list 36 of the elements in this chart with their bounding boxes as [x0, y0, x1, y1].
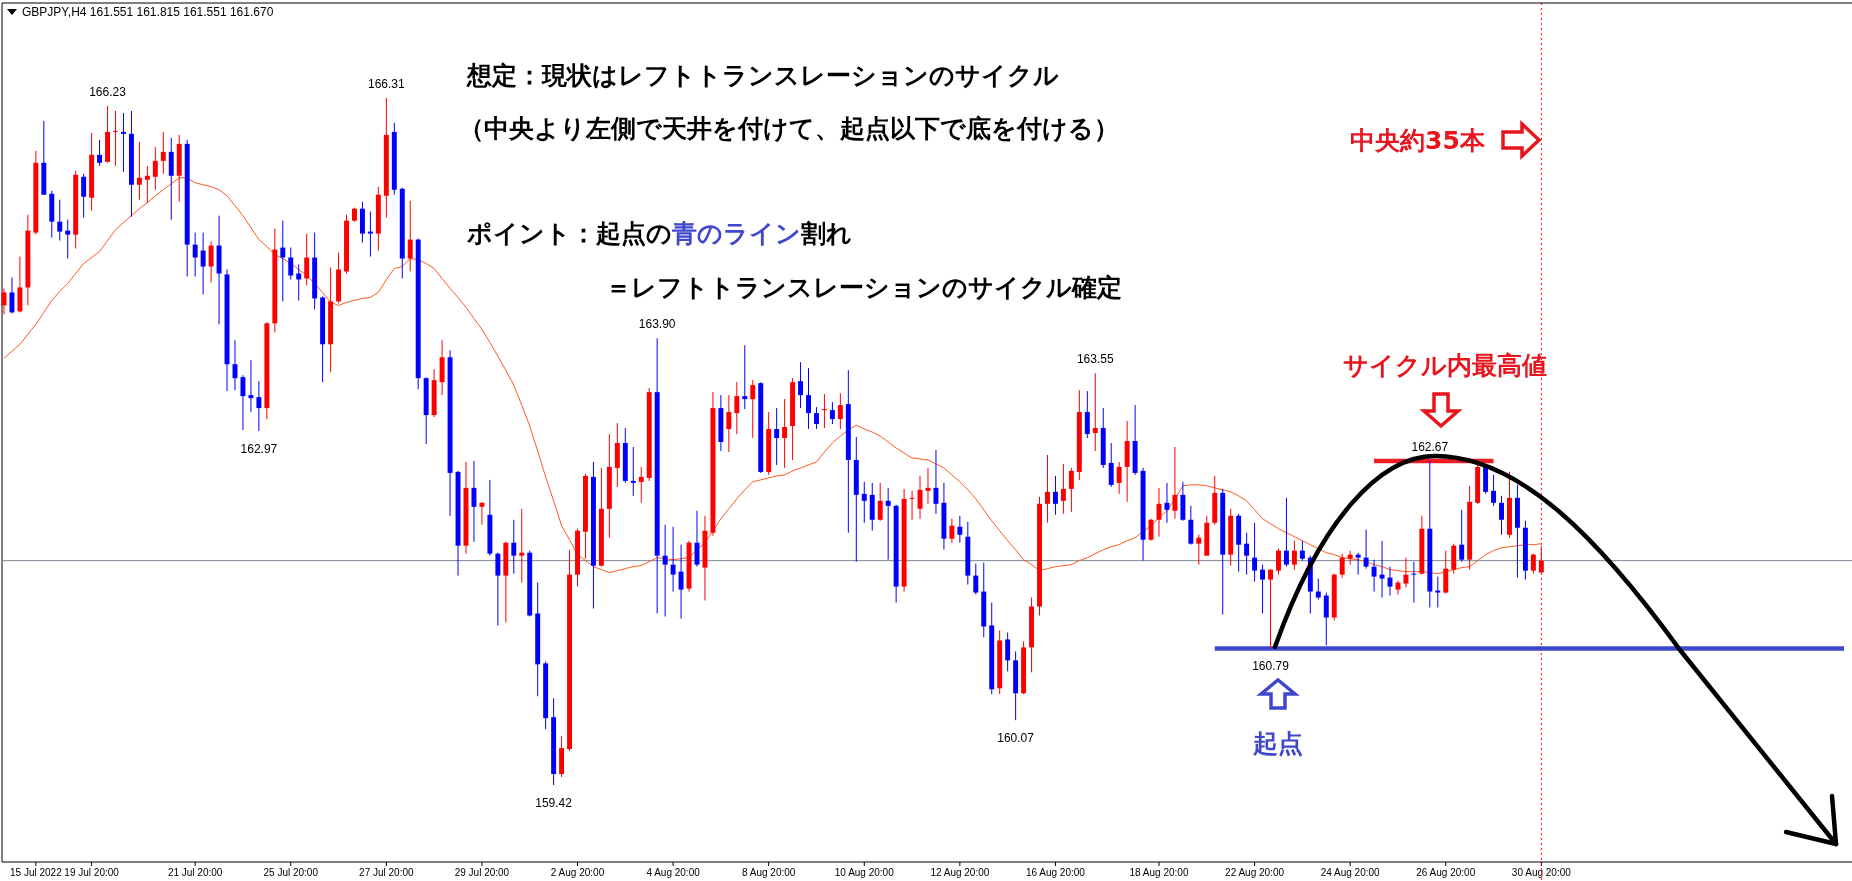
annotation: 青のライン [671, 219, 801, 248]
x-tick-label: 30 Aug 20:00 [1511, 867, 1572, 878]
x-tick-label: 4 Aug 20:00 [646, 867, 701, 878]
x-tick-label: 8 Aug 20:00 [741, 867, 796, 878]
text: 166.23 [89, 84, 126, 99]
x-tick-label: 24 Aug 20:00 [1320, 867, 1381, 878]
annotation: ＝レフトトランスレーションのサイクル確定 [606, 273, 1122, 302]
x-tick-label: 21 Jul 20:00 [167, 867, 223, 878]
text: 162.67 [1411, 439, 1449, 454]
text: 166.31 [367, 77, 405, 91]
x-tick-label: 16 Aug 20:00 [1025, 867, 1086, 878]
x-tick-label: 26 Aug 20:00 [1416, 867, 1476, 878]
x-tick-label: 19 Jul 20:00 [64, 867, 120, 878]
text: 想定：現状はレフトトランスレーションのサイクル [466, 61, 1059, 90]
text: 162.97 [240, 442, 278, 457]
x-tick-label: 12 Aug 20:00 [930, 867, 990, 878]
annotation: サイクル内最高値 [1343, 351, 1547, 380]
text: 163.55 [1076, 352, 1114, 367]
text: 163.90 [638, 317, 676, 332]
annotation: （中央より左側で天井を付けて、起点以下で底を付ける） [459, 114, 1119, 143]
annotation: 中央約35本 [1350, 126, 1486, 155]
x-tick-label: 27 Jul 20:00 [359, 867, 415, 878]
x-tick-label: 29 Jul 20:00 [454, 867, 510, 878]
x-tick-label: 25 Jul 20:00 [263, 867, 319, 878]
x-tick-label: 10 Aug 20:00 [834, 867, 895, 878]
x-tick-label: 22 Aug 20:00 [1225, 867, 1285, 878]
x-tick-label: 18 Aug 20:00 [1129, 867, 1189, 878]
text: 160.79 [1252, 659, 1289, 674]
x-tick-label: 2 Aug 20:00 [550, 867, 605, 878]
annotation: 起点 [1252, 729, 1303, 758]
text: 159.42 [535, 796, 572, 810]
text: 160.07 [997, 731, 1034, 746]
annotation: 割れ [800, 219, 852, 248]
x-tick-label: 15 Jul 2022 [9, 867, 63, 878]
annotation: ポイント：起点の [466, 219, 672, 248]
text: GBPJPY,H4 161.551 161.815 161.551 161.670 [22, 5, 274, 19]
